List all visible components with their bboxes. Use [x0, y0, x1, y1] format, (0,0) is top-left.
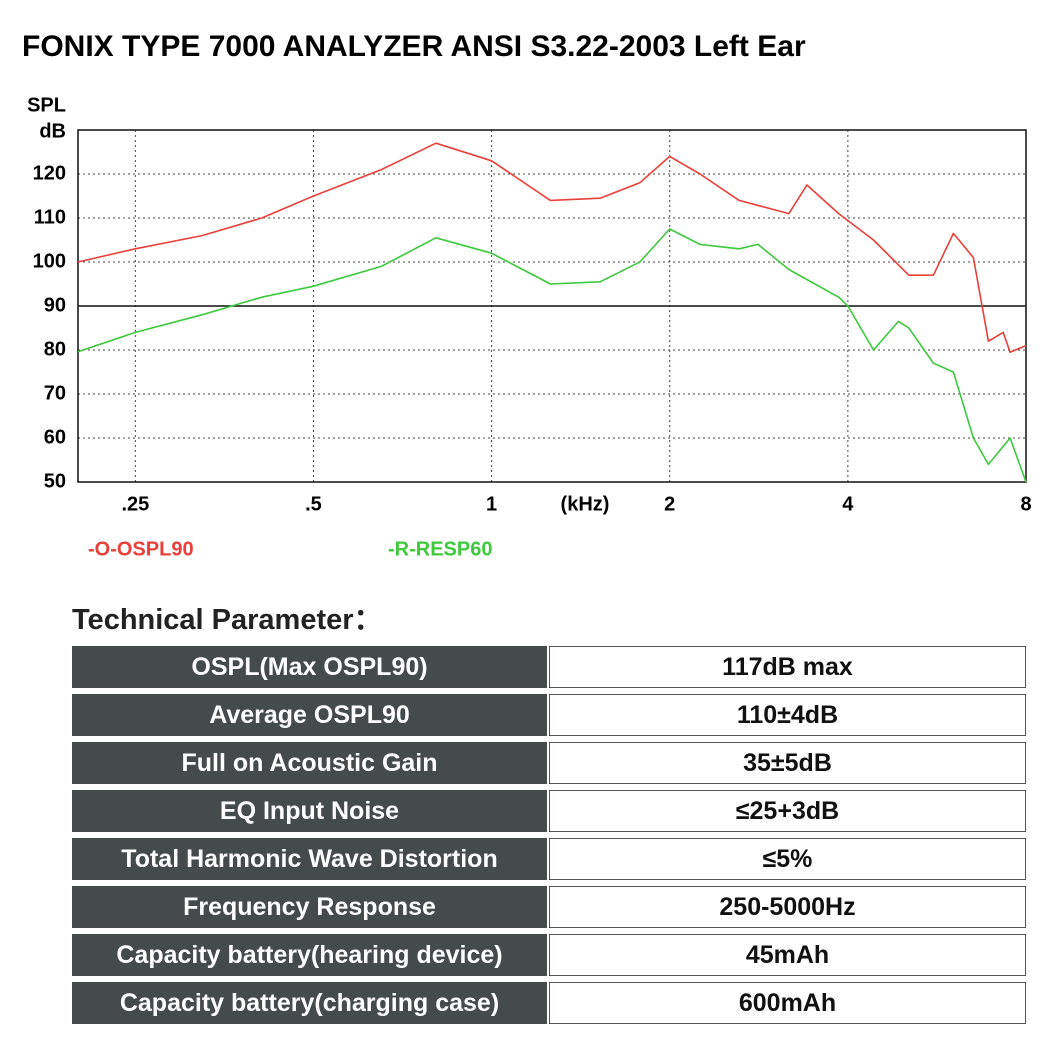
param-name: Total Harmonic Wave Distortion: [72, 838, 547, 880]
param-name: Full on Acoustic Gain: [72, 742, 547, 784]
x-tick-label: 2: [664, 493, 675, 515]
param-name: Average OSPL90: [72, 694, 547, 736]
y-tick-label: 60: [44, 426, 66, 448]
param-value: ≤5%: [549, 838, 1026, 880]
chart-title: FONIX TYPE 7000 ANALYZER ANSI S3.22-2003…: [22, 30, 806, 63]
x-tick-label: 1: [486, 493, 497, 515]
plot-frame: [77, 129, 1027, 483]
table-row: Average OSPL90 110±4dB: [72, 694, 1026, 736]
y-tick-label: 50: [44, 470, 66, 492]
chart: FONIX TYPE 7000 ANALYZER ANSI S3.22-2003…: [22, 30, 1032, 560]
x-tick-label: 4: [842, 493, 854, 515]
x-tick-label: .5: [305, 493, 322, 515]
table-row: EQ Input Noise ≤25+3dB: [72, 790, 1026, 832]
table-row: Capacity battery(hearing device) 45mAh: [72, 934, 1026, 976]
x-tick-label: .25: [121, 493, 149, 515]
y-tick-label: 70: [44, 382, 66, 404]
param-value: 110±4dB: [549, 694, 1026, 736]
param-value: 600mAh: [549, 982, 1026, 1024]
param-name: Frequency Response: [72, 886, 547, 928]
table-row: OSPL(Max OSPL90) 117dB max: [72, 646, 1026, 688]
param-value: 117dB max: [549, 646, 1026, 688]
param-value: 250-5000Hz: [549, 886, 1026, 928]
table-row: Frequency Response 250-5000Hz: [72, 886, 1026, 928]
param-name: Capacity battery(hearing device): [72, 934, 547, 976]
series-line: [77, 142, 1027, 353]
legend-entry: -O-OSPL90: [88, 538, 194, 560]
parameter-table: Technical Parameter： OSPL(Max OSPL90) 117…: [72, 600, 1026, 1024]
y-axis-label: dB: [39, 120, 66, 142]
param-value: ≤25+3dB: [549, 790, 1026, 832]
param-value: 35±5dB: [549, 742, 1026, 784]
table-row: Total Harmonic Wave Distortion ≤5%: [72, 838, 1026, 880]
table-row: Full on Acoustic Gain 35±5dB: [72, 742, 1026, 784]
series-line: [77, 228, 1027, 483]
param-name: EQ Input Noise: [72, 790, 547, 832]
y-tick-label: 120: [33, 162, 66, 184]
x-tick-label: 8: [1020, 493, 1031, 515]
table-row: Capacity battery(charging case) 600mAh: [72, 982, 1026, 1024]
y-tick-label: 100: [33, 250, 66, 272]
param-name: OSPL(Max OSPL90): [72, 646, 547, 688]
x-axis-label: (kHz): [561, 493, 610, 515]
y-tick-label: 90: [44, 294, 66, 316]
y-tick-label: 110: [34, 206, 66, 228]
y-tick-label: 80: [44, 338, 66, 360]
y-axis-label: SPL: [27, 94, 66, 116]
param-value: 45mAh: [549, 934, 1026, 976]
table-title: Technical Parameter：: [72, 604, 383, 636]
legend-entry: -R-RESP60: [388, 538, 492, 560]
param-name: Capacity battery(charging case): [72, 982, 547, 1024]
